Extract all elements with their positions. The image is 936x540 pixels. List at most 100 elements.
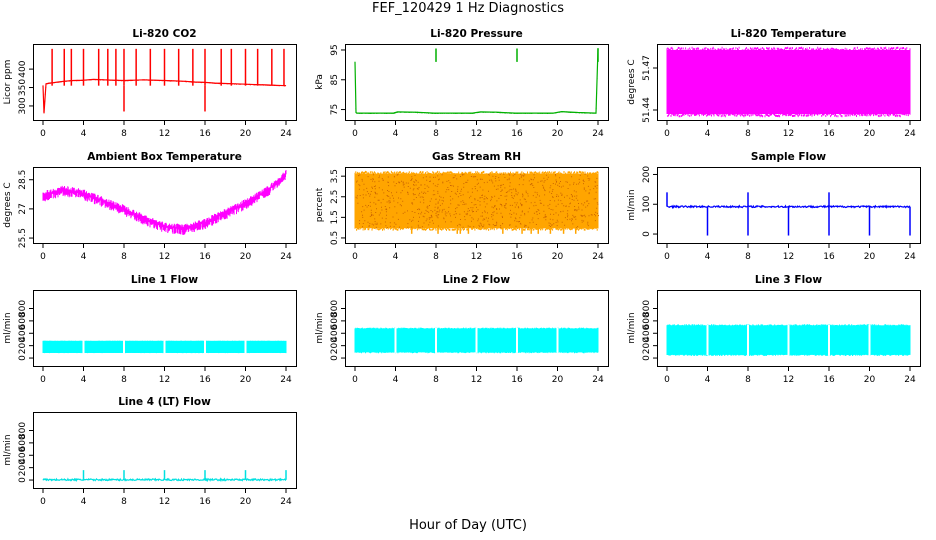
series-band-edge — [666, 46, 911, 118]
y-tick-label: 85 — [330, 74, 340, 85]
y-tick-label: 0 — [642, 231, 652, 237]
chart-panel-6: Sample Flow ml/min 0 4 8 12 16 20 24 0 100 200 — [627, 151, 921, 262]
series-gap — [706, 324, 709, 356]
x-tick-label: 8 — [121, 375, 127, 385]
x-tick-label: 0 — [664, 375, 670, 385]
y-tick-label: 3.5 — [330, 169, 340, 183]
y-tick-label: 300 — [18, 97, 28, 114]
x-tick-label: 8 — [433, 375, 439, 385]
x-tick-label: 20 — [240, 252, 252, 262]
plot-area — [42, 48, 287, 114]
x-tick-label: 24 — [904, 129, 916, 139]
x-tick-label: 4 — [393, 129, 399, 139]
x-tick-label: 24 — [592, 129, 604, 139]
x-tick-label: 4 — [81, 375, 87, 385]
series-gap — [747, 324, 749, 356]
x-tick-label: 16 — [511, 129, 523, 139]
chart-title: Line 2 Flow — [443, 274, 510, 286]
x-tick-label: 8 — [121, 252, 127, 262]
x-tick-label: 0 — [40, 252, 46, 262]
x-tick-label: 12 — [159, 497, 170, 507]
x-tick-label: 0 — [664, 129, 670, 139]
x-tick-label: 0 — [40, 497, 46, 507]
x-tick-label: 20 — [552, 375, 564, 385]
y-tick-label: 95 — [330, 44, 340, 55]
chart-title: Li-820 Pressure — [430, 28, 523, 40]
chart-panel-4: Ambient Box Temperature degrees C 0 4 8 12 16 2… — [3, 151, 297, 262]
plot-frame — [33, 167, 297, 244]
y-tick-label: 400 — [18, 446, 28, 463]
plot-area — [42, 340, 287, 354]
x-tick-label: 20 — [864, 375, 876, 385]
y-tick-label: 800 — [642, 300, 652, 317]
y-tick-label: 200 — [330, 337, 340, 354]
series-trend — [42, 173, 287, 229]
plot-area — [354, 48, 599, 114]
chart-title: Li-820 Temperature — [731, 28, 847, 40]
x-tick-label: 8 — [121, 129, 127, 139]
x-tick-label: 16 — [199, 252, 211, 262]
y-tick-label: 800 — [330, 300, 340, 317]
x-tick-label: 24 — [280, 497, 292, 507]
y-tick-label: 400 — [18, 324, 28, 341]
chart-title: Line 1 Flow — [131, 274, 198, 286]
x-tick-label: 4 — [393, 252, 399, 262]
x-tick-label: 0 — [352, 252, 358, 262]
y-tick-label: 0 — [642, 355, 652, 361]
x-tick-label: 16 — [199, 375, 211, 385]
series-texture — [355, 173, 599, 229]
y-tick-label: 400 — [330, 324, 340, 341]
y-tick-label: 600 — [330, 312, 340, 329]
x-tick-label: 12 — [471, 129, 482, 139]
x-tick-label: 0 — [40, 129, 46, 139]
y-axis-label: ml/min — [3, 434, 13, 465]
x-tick-label: 8 — [745, 252, 751, 262]
series-line — [354, 48, 599, 114]
series-band — [666, 50, 911, 114]
plot-area — [354, 327, 599, 354]
x-tick-label: 12 — [783, 129, 794, 139]
y-tick-label: 25.5 — [18, 228, 28, 248]
x-tick-label: 4 — [705, 252, 711, 262]
plot-area — [666, 46, 911, 118]
series-gap — [435, 327, 437, 353]
y-axis-label: ml/min — [315, 312, 325, 343]
x-tick-label: 24 — [280, 129, 292, 139]
x-tick-label: 20 — [552, 252, 564, 262]
x-tick-label: 8 — [433, 252, 439, 262]
figure-title: FEF_120429 1 Hz Diagnostics — [372, 1, 564, 16]
y-tick-label: 51.47 — [642, 55, 652, 81]
y-tick-label: 0 — [18, 477, 28, 483]
x-tick-label: 16 — [823, 129, 835, 139]
series-gap — [556, 327, 559, 353]
series-gap — [787, 324, 790, 356]
x-tick-label: 0 — [664, 252, 670, 262]
x-tick-label: 8 — [745, 129, 751, 139]
y-tick-label: 75 — [330, 104, 340, 115]
chart-title: Gas Stream RH — [432, 151, 521, 163]
x-tick-label: 16 — [199, 129, 211, 139]
chart-title: Li-820 CO2 — [132, 28, 196, 40]
series-gap — [868, 324, 871, 356]
series-trend — [42, 78, 287, 114]
x-tick-label: 4 — [705, 129, 711, 139]
x-tick-label: 4 — [81, 129, 87, 139]
chart-title: Line 3 Flow — [755, 274, 822, 286]
x-tick-label: 0 — [352, 129, 358, 139]
plot-area — [42, 470, 287, 483]
x-tick-label: 8 — [745, 375, 751, 385]
x-tick-label: 24 — [280, 252, 292, 262]
y-tick-label: 0 — [18, 355, 28, 361]
y-tick-label: 400 — [18, 60, 28, 77]
chart-panel-5: Gas Stream RH percent 0 4 8 12 16 20 24 0.5 1.5 2.5… — [315, 151, 609, 262]
series-gap — [475, 327, 478, 353]
y-axis-label: degrees C — [3, 182, 13, 227]
series-gap — [516, 327, 518, 353]
x-tick-label: 16 — [511, 375, 523, 385]
y-tick-label: 0.5 — [330, 231, 340, 245]
x-tick-label: 16 — [823, 375, 835, 385]
